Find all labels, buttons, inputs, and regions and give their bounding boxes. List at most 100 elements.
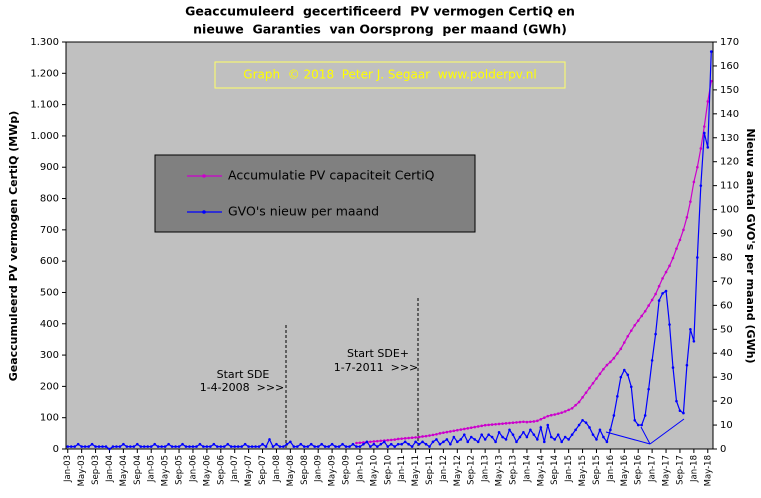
point xyxy=(692,180,696,184)
point xyxy=(497,422,501,426)
point xyxy=(574,428,577,432)
point xyxy=(403,437,407,440)
point xyxy=(285,442,289,446)
point xyxy=(341,442,344,446)
x-tick-label: Jan-11 xyxy=(397,455,407,483)
y-tick-label: 900 xyxy=(40,162,59,173)
point xyxy=(209,445,212,448)
point xyxy=(689,200,692,203)
x-tick-label: Sep-15 xyxy=(592,455,602,485)
point xyxy=(233,445,237,448)
point xyxy=(80,445,83,448)
y-tick-label: 0 xyxy=(53,444,59,455)
point xyxy=(435,438,438,441)
point xyxy=(595,377,598,380)
point xyxy=(323,445,327,448)
point xyxy=(309,442,313,446)
x-tick-label: Jan-13 xyxy=(481,455,491,483)
point xyxy=(146,445,150,448)
point xyxy=(452,429,456,433)
point xyxy=(111,445,115,448)
point xyxy=(553,438,557,441)
point xyxy=(313,445,317,448)
chart-title: Geaccumuleerd gecertificeerd PV vermogen… xyxy=(185,4,575,19)
point xyxy=(296,445,299,448)
point xyxy=(581,396,584,399)
point xyxy=(271,445,275,448)
point xyxy=(622,341,626,344)
point xyxy=(466,427,470,430)
x-tick-label: Jan-12 xyxy=(439,455,449,483)
point xyxy=(456,428,459,432)
point xyxy=(104,445,108,448)
point xyxy=(414,436,417,439)
x-tick-label: Sep-04 xyxy=(133,455,143,485)
x-tick-label: Jan-10 xyxy=(355,455,365,483)
point xyxy=(536,419,539,423)
point xyxy=(389,438,393,442)
point xyxy=(598,428,602,432)
point xyxy=(483,438,487,441)
point xyxy=(410,436,414,440)
point xyxy=(424,442,428,446)
x-tick-label: May-03 xyxy=(77,455,87,486)
x-tick-label: Sep-11 xyxy=(425,455,435,485)
point xyxy=(421,435,424,438)
x-tick-label: Sep-08 xyxy=(300,455,310,485)
y2-tick-label: 120 xyxy=(720,157,739,168)
point xyxy=(247,445,250,448)
point xyxy=(549,435,553,439)
point xyxy=(156,445,160,448)
y-tick-label: 1.100 xyxy=(30,100,59,111)
point xyxy=(473,425,477,429)
point xyxy=(382,440,386,444)
point xyxy=(553,413,557,416)
point xyxy=(462,433,466,436)
point xyxy=(379,439,383,443)
point xyxy=(536,438,539,441)
point xyxy=(487,423,490,427)
point xyxy=(278,445,282,448)
point xyxy=(358,441,362,445)
point xyxy=(619,375,623,379)
point xyxy=(97,445,101,448)
point xyxy=(483,423,487,427)
point xyxy=(348,445,351,448)
y-tick-label: 700 xyxy=(40,225,59,236)
point xyxy=(563,435,567,439)
point xyxy=(706,146,710,149)
point xyxy=(567,438,570,441)
annotation: Start SDE+ xyxy=(347,347,409,360)
point xyxy=(275,442,278,446)
point xyxy=(675,247,678,250)
y2-tick-label: 150 xyxy=(720,85,739,96)
legend-marker xyxy=(202,174,206,178)
point xyxy=(327,445,330,448)
point xyxy=(445,438,449,441)
point xyxy=(504,438,508,441)
point xyxy=(473,438,477,441)
point xyxy=(431,440,435,444)
x-tick-label: Jan-17 xyxy=(648,455,658,483)
y-tick-label: 600 xyxy=(40,256,59,267)
point xyxy=(442,431,445,435)
point xyxy=(501,422,504,425)
x-tick-label: Jan-14 xyxy=(522,455,532,483)
point xyxy=(570,433,574,436)
y2-tick-label: 100 xyxy=(720,205,739,216)
point xyxy=(149,445,153,448)
point xyxy=(365,440,369,444)
y2-axis-label: Nieuw aantal GVO's per maand (GWh) xyxy=(744,128,757,363)
point xyxy=(122,442,125,446)
point xyxy=(685,363,689,367)
point xyxy=(403,440,407,444)
point xyxy=(132,445,136,448)
point xyxy=(216,445,219,448)
point xyxy=(358,445,362,448)
point xyxy=(657,299,661,302)
point xyxy=(139,445,143,448)
point xyxy=(494,440,497,444)
x-tick-label: May-09 xyxy=(328,455,338,486)
x-tick-label: May-16 xyxy=(620,455,630,486)
